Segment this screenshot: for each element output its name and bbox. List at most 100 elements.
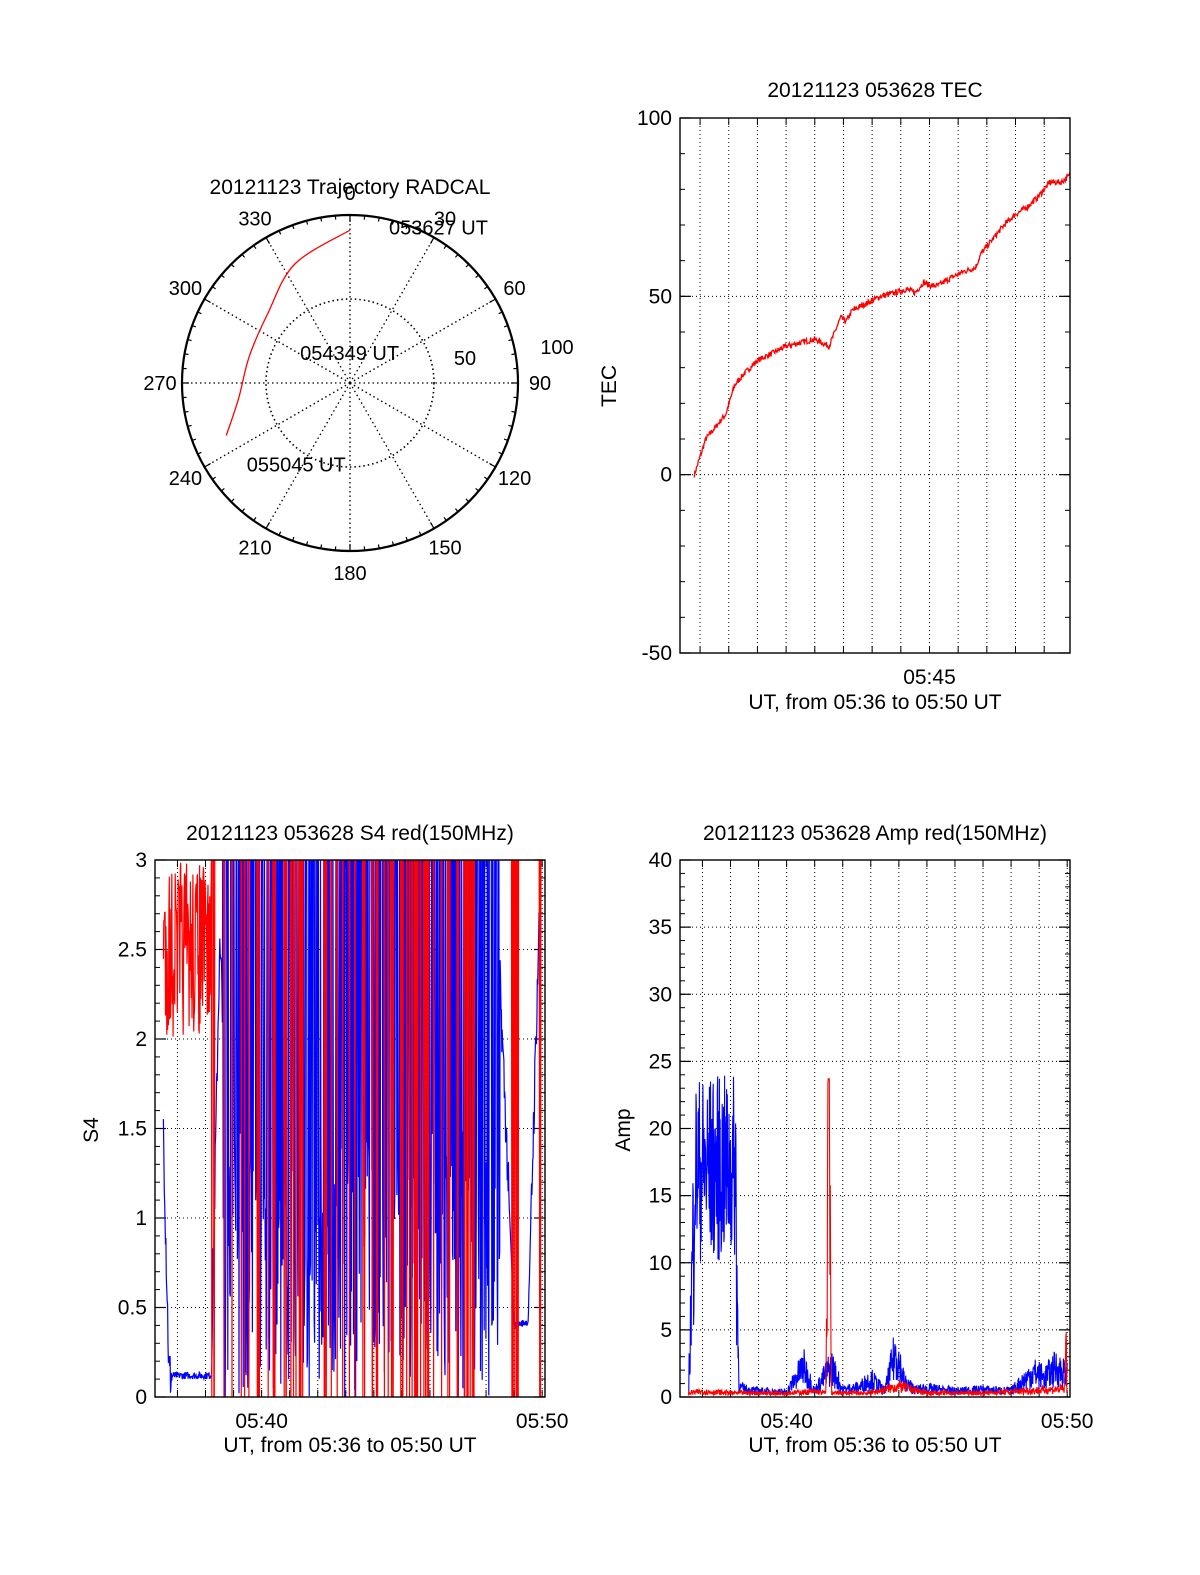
polar-ring-tick [187, 424, 192, 428]
s4-ylabel: S4 [80, 1117, 103, 1143]
x-tick-label: 05:40 [760, 1410, 813, 1433]
polar-ring-tick [443, 516, 447, 521]
plot-frame [679, 117, 1071, 654]
polar-ring-tick [503, 438, 509, 442]
polar-azimuth-labels: 0 30 60 90 120 150 180 210 240 270 300 330 [143, 183, 551, 585]
polar-ring-tick [305, 541, 309, 546]
x-tick-label: 05:40 [235, 1410, 288, 1433]
polar-ring-tick [230, 498, 235, 503]
polar-ring-tick [454, 253, 459, 258]
polar-ring-tick [320, 544, 323, 549]
polar-ring-tick [320, 217, 323, 222]
polar-radial-label: 50 [454, 348, 476, 370]
polar-ring-tick [184, 353, 189, 356]
trajectory-polar-plot: 20121123 Trajectory RADCAL 0 30 60 90 120 150… [143, 176, 573, 585]
tec-plot: 20121123 053628 TEC UT, from 05:36 to 05… [598, 79, 1071, 714]
trajectory-line [225, 229, 351, 436]
y-tick-label: 0.5 [118, 1297, 147, 1320]
polar-ring-tick [291, 224, 295, 230]
polar-azimuth-label: 240 [169, 468, 202, 490]
series-group [693, 171, 1070, 478]
polar-ring-tick [191, 324, 197, 328]
polar-ring-tick [278, 230, 282, 235]
y-tick-label: 30 [649, 983, 672, 1006]
amp-ylabel: Amp [612, 1108, 635, 1151]
axis-ticks: -50 0 50 100 05:45 [637, 107, 1070, 689]
polar-ring-tick [483, 476, 488, 480]
y-tick-label: 1.5 [118, 1118, 147, 1141]
polar-ring-tick [291, 536, 295, 542]
polar-azimuth-label: 210 [238, 538, 271, 560]
y-tick-label: 2 [135, 1028, 147, 1051]
polar-ring-tick [489, 462, 496, 468]
series-line [162, 860, 540, 1397]
polar-ring-tick [305, 220, 309, 225]
trajectory-time-label: 055045 UT [247, 455, 346, 477]
polar-ring-tick [418, 230, 422, 235]
polar-azimuth-label: 180 [333, 563, 366, 585]
polar-ring-tick [454, 508, 459, 513]
trajectory-annotations: 053627 UT 054349 UT 055045 UT [247, 218, 488, 477]
polar-ring-tick [418, 531, 422, 536]
tec-title: 20121123 053628 TEC [767, 79, 982, 102]
polar-ring-tick [377, 544, 380, 549]
polar-ring-tick [197, 451, 202, 455]
polar-ring-tick [429, 237, 435, 244]
y-tick-label: 100 [637, 107, 672, 130]
polar-ring-tick [204, 298, 211, 304]
polar-spoke [349, 237, 435, 384]
y-tick-label: 20 [649, 1118, 672, 1141]
s4-xlabel: UT, from 05:36 to 05:50 UT [223, 1434, 476, 1457]
y-tick-label: 25 [649, 1050, 672, 1073]
polar-ring-tick [241, 508, 246, 513]
polar-ring-tick [212, 476, 217, 480]
polar-ring-50 [265, 298, 435, 468]
y-tick-label: 5 [660, 1319, 672, 1342]
y-tick-label: 40 [649, 849, 672, 872]
y-tick-label: 10 [649, 1252, 672, 1275]
polar-ring-tick [475, 274, 480, 279]
x-tick-label: 05:45 [903, 666, 956, 689]
trajectory-line-group [225, 229, 351, 436]
polar-ring-tick [508, 424, 513, 428]
polar-azimuth-label: 0 [344, 183, 355, 205]
polar-azimuth-label: 120 [498, 468, 531, 490]
amp-title: 20121123 053628 Amp red(150MHz) [703, 822, 1047, 845]
polar-ring-tick [197, 311, 202, 315]
y-tick-label: 0 [135, 1386, 147, 1409]
polar-ring-tick [265, 522, 271, 529]
polar-ring-tick [241, 253, 246, 258]
series-group [687, 1075, 1068, 1397]
tec-xlabel: UT, from 05:36 to 05:50 UT [748, 691, 1001, 714]
polar-ring-tick [212, 286, 217, 290]
tec-ylabel: TEC [598, 365, 621, 407]
polar-spoke [265, 382, 351, 529]
polar-spoke [204, 298, 351, 384]
polar-azimuth-label: 30 [434, 208, 456, 230]
grid-lines [680, 118, 1070, 653]
y-tick-label: 2.5 [118, 939, 147, 962]
polar-ring-tick [391, 220, 395, 225]
polar-azimuth-label: 300 [169, 278, 202, 300]
polar-azimuth-label: 270 [143, 373, 176, 395]
polar-ring-tick [184, 410, 189, 413]
polar-azimuth-label: 90 [529, 373, 551, 395]
polar-ring-tick [498, 311, 503, 315]
polar-ring-tick [465, 498, 470, 503]
polar-azimuth-label: 60 [503, 278, 525, 300]
polar-ring-tick [503, 324, 509, 328]
s4-title: 20121123 053628 S4 red(150MHz) [186, 822, 514, 845]
x-tick-label: 05:50 [516, 1410, 569, 1433]
polar-ring-tick [483, 286, 488, 290]
polar-ring-tick [230, 263, 235, 268]
x-tick-label: 05:50 [1041, 1410, 1094, 1433]
polar-ring-tick [220, 487, 225, 492]
polar-ring-tick [278, 531, 282, 536]
polar-ring-tick [187, 338, 192, 342]
polar-spoke [265, 237, 351, 384]
polar-ring-tick [511, 410, 516, 413]
polar-ring-tick [377, 217, 380, 222]
polar-ring-tick [391, 541, 395, 546]
trajectory-time-label: 053627 UT [389, 218, 488, 240]
polar-spoke [204, 382, 351, 468]
